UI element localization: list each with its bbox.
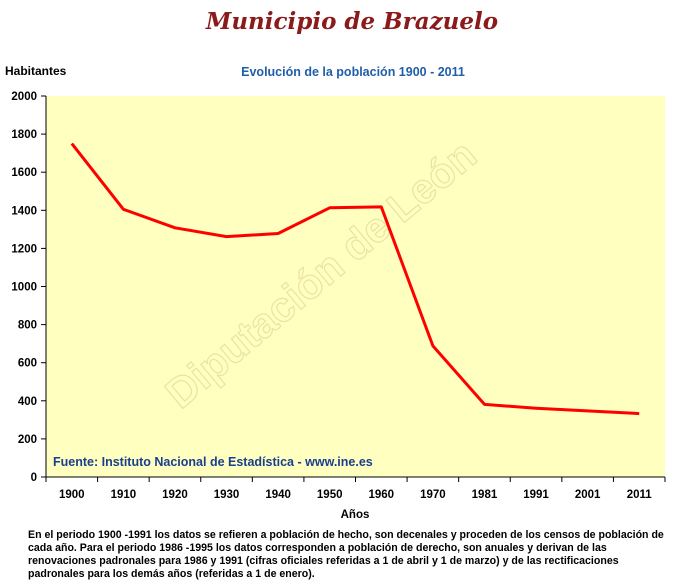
x-tick-label: 1930	[214, 489, 240, 501]
population-series-line	[70, 142, 640, 416]
plot-area	[46, 96, 665, 477]
y-tick-label: 1200	[11, 243, 37, 255]
x-tick-label: 1910	[111, 489, 137, 501]
y-tick-label: 0	[31, 472, 37, 484]
x-axis: 1900 1910 1920 1930 1940 1950 1960 1970 1981 1991…	[45, 477, 666, 501]
y-tick-label: 200	[18, 434, 37, 446]
x-tick-label: 2001	[575, 489, 601, 501]
y-axis-label: Habitantes	[5, 64, 67, 78]
x-tick-label: 1900	[59, 489, 85, 501]
x-tick-label: 1960	[368, 489, 394, 501]
footnote: En el periodo 1900 -1991 los datos se re…	[28, 529, 664, 580]
line-chart: Diputación de León 020040060080010001200…	[11, 91, 666, 521]
x-tick-label: 1970	[420, 489, 446, 501]
x-tick-label: 1981	[472, 489, 498, 501]
source-note: Fuente: Instituto Nacional de Estadístic…	[53, 455, 373, 469]
x-tick-label: 1991	[523, 489, 549, 501]
y-tick-label: 1000	[11, 282, 37, 294]
x-tick-label: 1920	[162, 489, 188, 501]
y-tick-label: 1400	[11, 205, 37, 217]
x-tick-label: 1940	[265, 489, 291, 501]
y-tick-label: 600	[18, 358, 37, 370]
x-tick-label: 2011	[627, 489, 653, 501]
chart-subtitle: Evolución de la población 1900 - 2011	[241, 65, 465, 79]
y-tick-label: 400	[18, 396, 37, 408]
chart-title: Municipio de Brazuelo	[205, 8, 499, 35]
y-tick-label: 1800	[11, 129, 37, 141]
x-axis-label: Años	[341, 509, 370, 521]
y-tick-label: 800	[18, 320, 37, 332]
y-axis: 0 200 400 600 800 1000 1200 1400 1600 1800 2000	[11, 91, 46, 484]
y-tick-label: 2000	[11, 91, 37, 103]
x-tick-label: 1950	[317, 489, 343, 501]
y-tick-label: 1600	[11, 167, 37, 179]
